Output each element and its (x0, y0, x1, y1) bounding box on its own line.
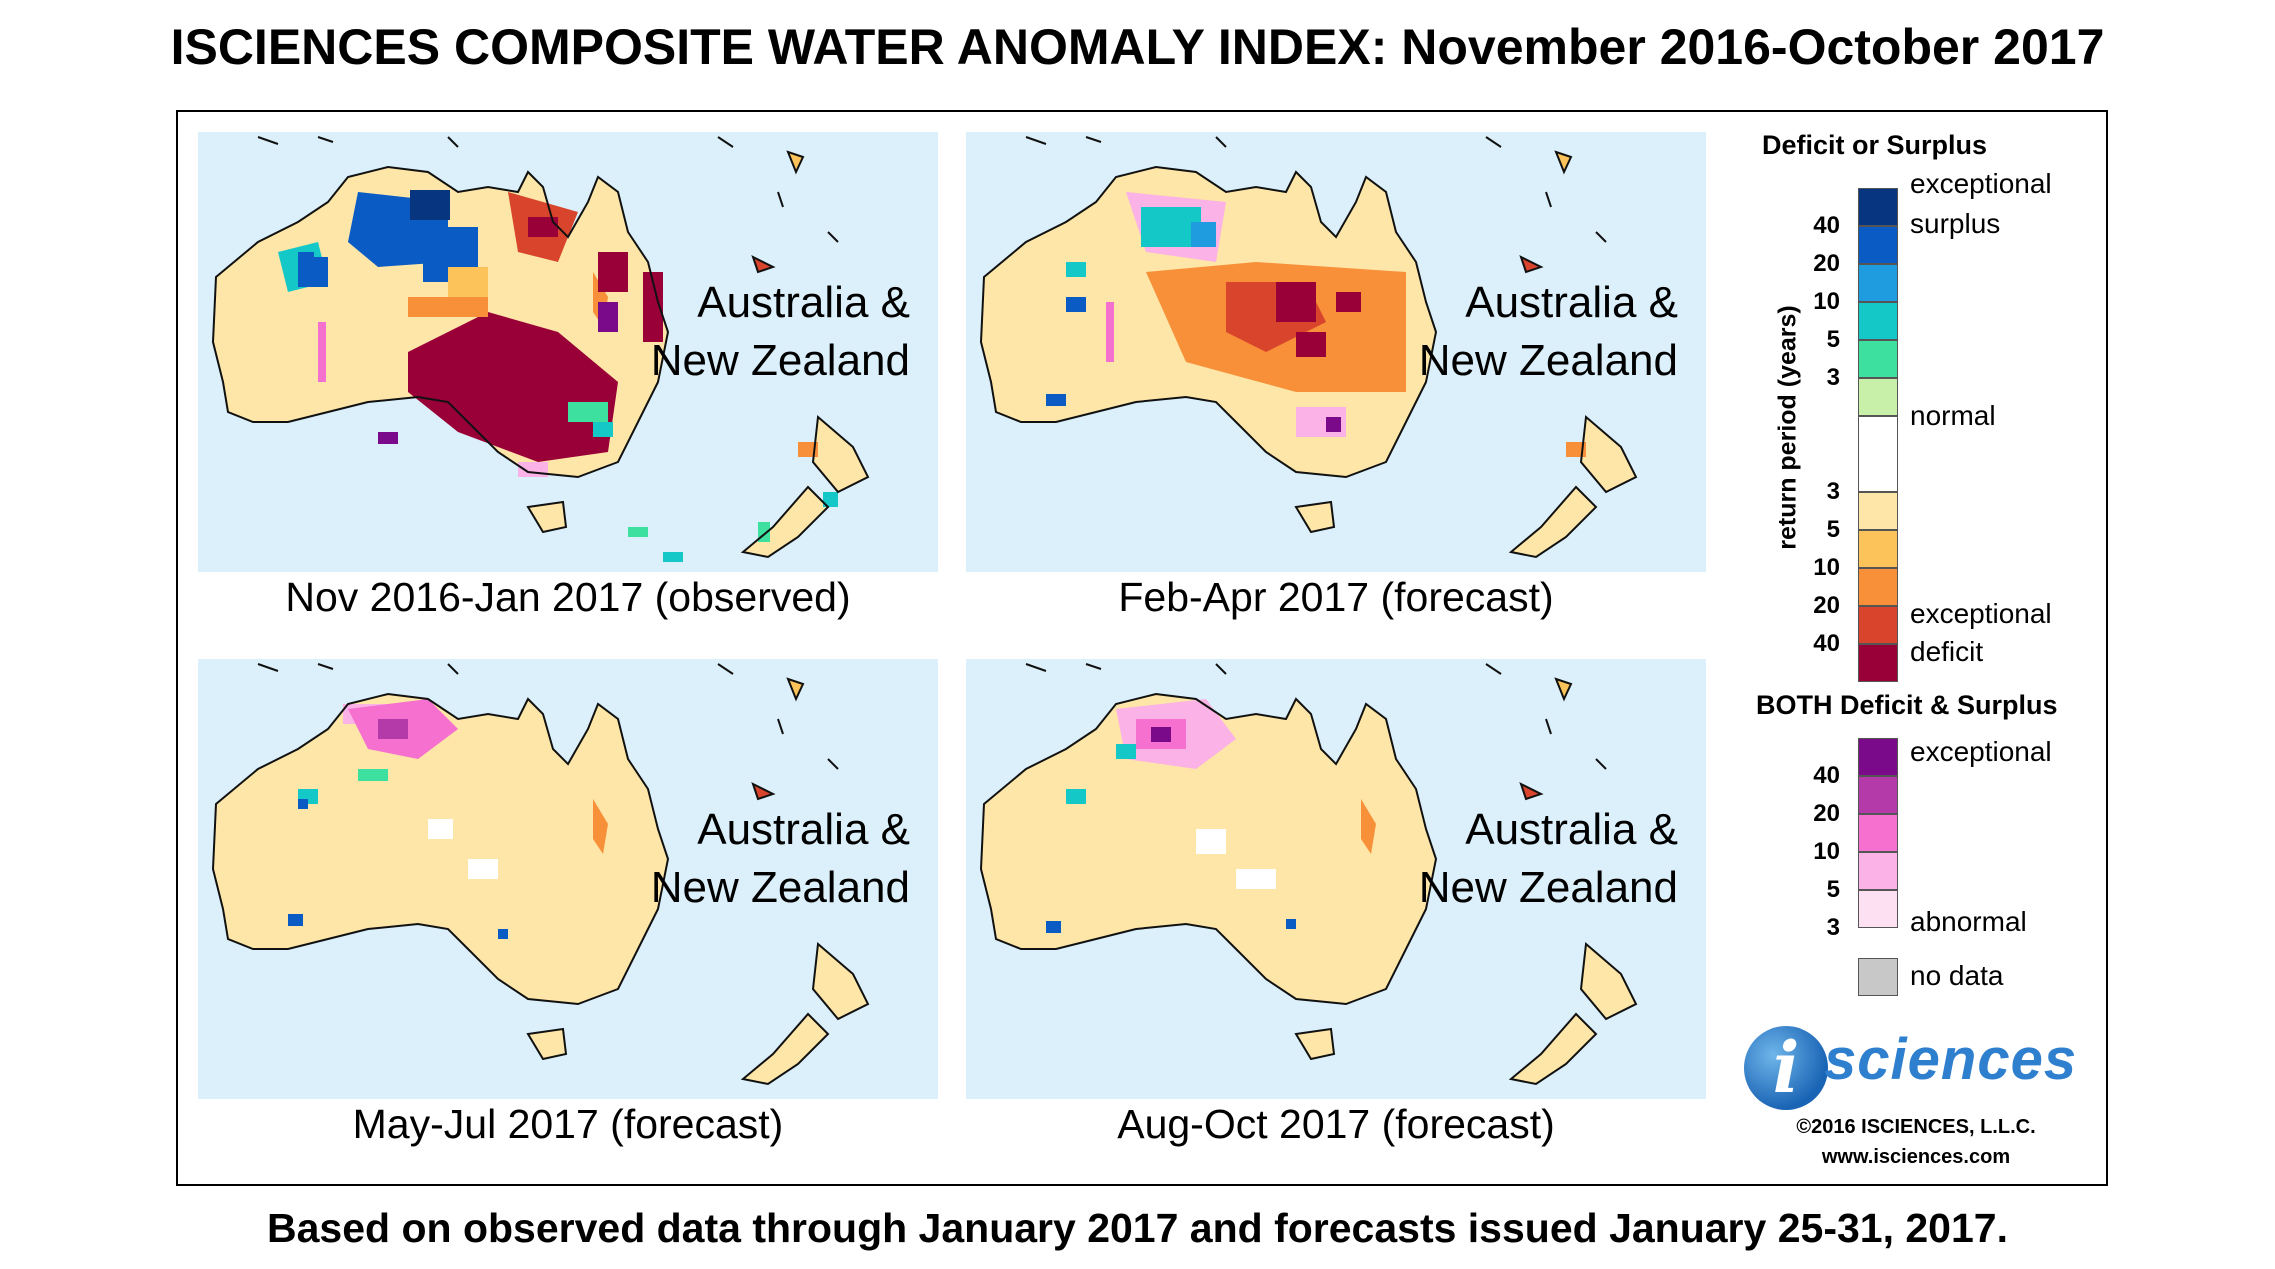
website: www.isciences.com (1821, 1146, 2011, 1168)
legend-heading-deficit-surplus: Deficit or Surplus (1762, 130, 1988, 160)
map-australia-nz (980, 663, 1637, 1085)
tick-surplus-3: 3 (1826, 364, 1840, 391)
tick-both-10: 10 (1813, 838, 1840, 865)
label-both-exceptional: exceptional (1910, 736, 2052, 767)
swatch-surplus-20 (1858, 264, 1898, 302)
map-panel-nov-jan: Australia & New Zealand (198, 132, 938, 572)
logo-wordmark: sciences (1824, 1027, 2078, 1092)
swatch-deficit-10 (1858, 568, 1898, 606)
label-exceptional-deficit-1: exceptional (1910, 598, 2052, 629)
swatch-deficit-5 (1858, 530, 1898, 568)
tick-both-3: 3 (1826, 914, 1840, 941)
swatch-surplus-10 (1858, 302, 1898, 340)
legend: Deficit or Surplus return period (years)… (1728, 118, 2098, 996)
swatch-surplus-40 (1858, 226, 1898, 264)
copyright: ©2016 ISCIENCES, L.L.C. (1796, 1116, 2036, 1138)
swatch-no-data (1858, 958, 1898, 996)
label-exceptional-deficit-2: deficit (1910, 636, 1984, 667)
swatch-surplus-exceptional (1858, 188, 1898, 226)
swatch-deficit-3 (1858, 492, 1898, 530)
label-exceptional-surplus-2: surplus (1910, 208, 2001, 239)
swatch-both-3 (1858, 890, 1898, 928)
tick-deficit-20: 20 (1813, 592, 1840, 619)
swatch-both-10 (1858, 814, 1898, 852)
tick-both-20: 20 (1813, 800, 1840, 827)
tick-surplus-20: 20 (1813, 250, 1840, 277)
region-label: Australia & New Zealand (1418, 278, 1678, 385)
swatch-both-5 (1858, 852, 1898, 890)
tick-both-5: 5 (1826, 876, 1840, 903)
swatch-deficit-20 (1858, 606, 1898, 644)
tick-deficit-5: 5 (1826, 516, 1840, 543)
label-no-data: no data (1910, 960, 2004, 991)
tick-surplus-40: 40 (1813, 212, 1840, 239)
swatch-both-20 (1858, 776, 1898, 814)
caption-panel-1: Nov 2016-Jan 2017 (observed) (285, 574, 851, 620)
swatch-surplus-5 (1858, 340, 1898, 378)
tick-deficit-40: 40 (1813, 630, 1840, 657)
map-panel-aug-oct: Australia & New Zealand (966, 659, 1706, 1099)
swatch-surplus-3 (1858, 378, 1898, 416)
swatch-normal (1858, 416, 1898, 492)
caption-panel-3: May-Jul 2017 (forecast) (352, 1101, 784, 1147)
isciences-logo: i sciences (1740, 1020, 2092, 1116)
caption-panel-2: Feb-Apr 2017 (forecast) (1118, 574, 1554, 620)
tick-surplus-10: 10 (1813, 288, 1840, 315)
label-exceptional-surplus-1: exceptional (1910, 168, 2052, 199)
figure-frame (176, 110, 2108, 1186)
tick-deficit-3: 3 (1826, 478, 1840, 505)
map-panel-feb-apr: Australia & New Zealand (966, 132, 1706, 572)
tick-surplus-5: 5 (1826, 326, 1840, 353)
swatch-deficit-exceptional (1858, 644, 1898, 682)
region-label: Australia & New Zealand (650, 278, 910, 385)
map-australia-nz (212, 136, 869, 562)
tick-both-40: 40 (1813, 762, 1840, 789)
legend-heading-both: BOTH Deficit & Surplus (1756, 690, 2058, 720)
swatch-both-40 (1858, 738, 1898, 776)
label-both-abnormal: abnormal (1910, 906, 2027, 937)
caption-panel-4: Aug-Oct 2017 (forecast) (1117, 1101, 1555, 1147)
page-title: ISCIENCES COMPOSITE WATER ANOMALY INDEX:… (170, 19, 2105, 75)
map-australia-nz (212, 663, 869, 1085)
region-label: Australia & New Zealand (1418, 805, 1678, 912)
footer-note: Based on observed data through January 2… (267, 1205, 2008, 1251)
logo-i-icon: i (1744, 1026, 1828, 1110)
map-panel-may-jul: Australia & New Zealand (198, 659, 938, 1099)
region-label: Australia & New Zealand (650, 805, 910, 912)
label-normal: normal (1910, 400, 1996, 431)
tick-deficit-10: 10 (1813, 554, 1840, 581)
map-australia-nz (980, 136, 1637, 558)
